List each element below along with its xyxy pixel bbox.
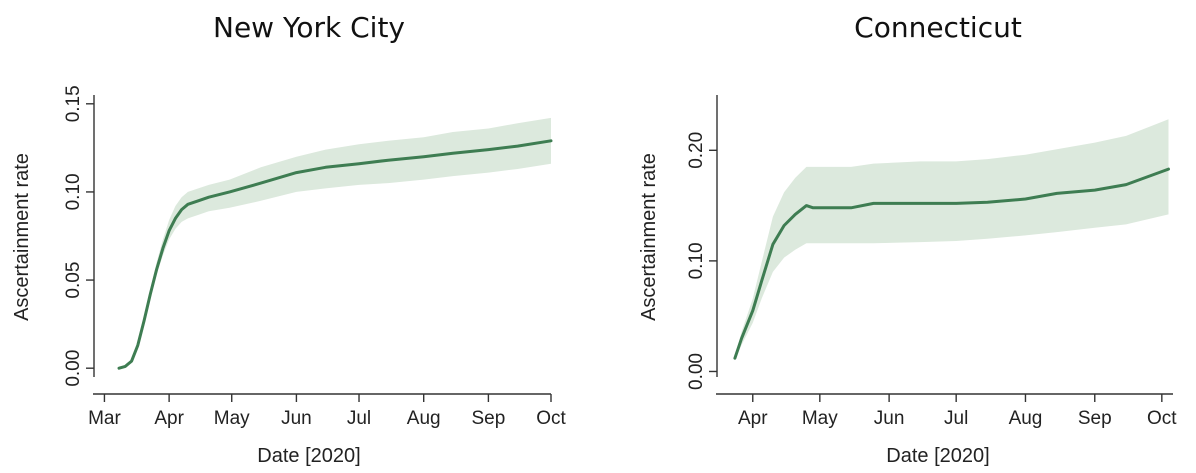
y-ticks: 0.00 0.05 0.10 0.15 bbox=[63, 85, 94, 387]
x-tick-label: Oct bbox=[1147, 408, 1177, 429]
series-line bbox=[117, 139, 553, 370]
chart-title: Connecticut bbox=[854, 11, 1022, 44]
x-tick-label: Jul bbox=[347, 408, 371, 429]
y-tick-label: 0.15 bbox=[63, 85, 84, 122]
x-axis-label: Date [2020] bbox=[886, 445, 989, 467]
x-tick-label: May bbox=[802, 408, 838, 429]
x-tick-label: Oct bbox=[536, 408, 566, 429]
band-layer bbox=[734, 119, 1169, 361]
x-tick-label: Jul bbox=[944, 408, 968, 429]
confidence-band bbox=[119, 117, 551, 369]
x-tick-label: Sep bbox=[1078, 408, 1112, 429]
line-layer bbox=[117, 139, 553, 370]
x-tick-label: Mar bbox=[88, 408, 121, 429]
series-line bbox=[733, 167, 1170, 360]
chart-panel-connecticut: Connecticut 0.00 0.10 0.20 Apr May Jun Jul Aug… bbox=[638, 11, 1177, 467]
band-layer bbox=[119, 117, 551, 369]
y-axis-label: Ascertainment rate bbox=[11, 153, 33, 321]
y-tick-label: 0.20 bbox=[686, 132, 707, 169]
x-tick-label: Apr bbox=[738, 408, 768, 429]
y-tick-label: 0.00 bbox=[686, 353, 707, 390]
y-ticks: 0.00 0.10 0.20 bbox=[686, 132, 717, 390]
x-tick-label: Sep bbox=[471, 408, 505, 429]
y-tick-label: 0.00 bbox=[63, 350, 84, 387]
x-axis-label: Date [2020] bbox=[257, 445, 360, 467]
x-ticks: Mar Apr May Jun Jul Aug Sep Oct bbox=[88, 394, 566, 429]
y-tick-label: 0.10 bbox=[63, 173, 84, 210]
x-tick-label: Aug bbox=[407, 408, 441, 429]
x-tick-label: Aug bbox=[1009, 408, 1043, 429]
y-tick-label: 0.05 bbox=[63, 262, 84, 299]
x-tick-label: Jun bbox=[281, 408, 312, 429]
y-axis-label: Ascertainment rate bbox=[638, 153, 660, 321]
y-tick-label: 0.10 bbox=[686, 242, 707, 279]
x-tick-label: May bbox=[214, 408, 250, 429]
line-layer bbox=[733, 167, 1170, 360]
x-tick-label: Jun bbox=[874, 408, 905, 429]
chart-title: New York City bbox=[213, 11, 405, 44]
chart-panel-nyc: New York City 0.00 0.05 0.10 0.15 Mar Apr May… bbox=[11, 11, 566, 467]
x-ticks: Apr May Jun Jul Aug Sep Oct bbox=[738, 394, 1177, 429]
x-tick-label: Apr bbox=[154, 408, 184, 429]
confidence-band bbox=[734, 119, 1169, 361]
